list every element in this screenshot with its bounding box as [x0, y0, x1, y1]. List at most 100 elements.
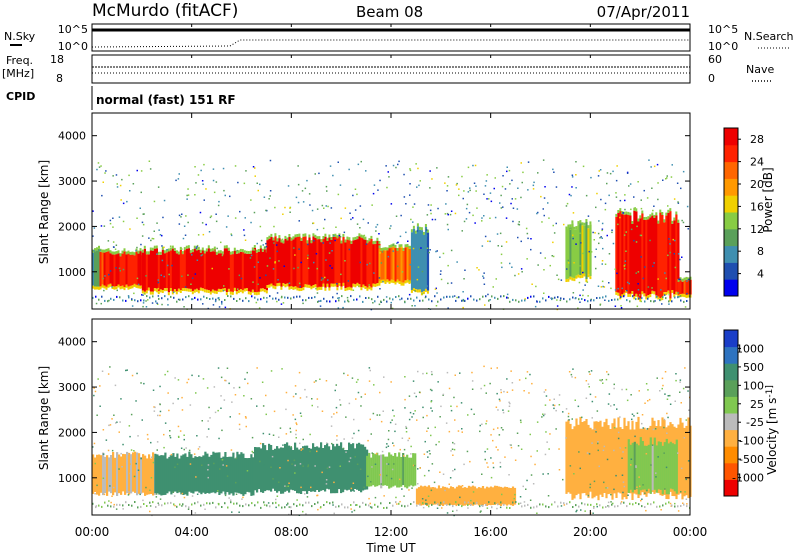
- scatter-point: [368, 380, 371, 382]
- scatter-point: [186, 381, 188, 384]
- scatter-point: [164, 422, 167, 424]
- scatter-edge: [579, 275, 582, 279]
- scatter-point: [669, 251, 671, 254]
- scatter-region-column: [228, 456, 231, 495]
- scatter-edge: [631, 291, 634, 295]
- ground-scatter-point: [365, 503, 367, 506]
- scatter-edge: [665, 212, 668, 216]
- ground-scatter-point: [509, 507, 511, 509]
- scatter-point: [181, 492, 184, 495]
- scatter-point: [93, 394, 95, 397]
- scatter-point: [592, 512, 594, 514]
- scatter-point: [599, 169, 602, 171]
- scatter-region-column: [352, 443, 355, 491]
- ground-scatter-point: [98, 504, 100, 507]
- ground-scatter-point: [425, 295, 427, 298]
- scatter-point: [677, 292, 679, 294]
- ground-scatter-point: [602, 506, 604, 509]
- scatter-point: [638, 476, 640, 478]
- ground-scatter-point: [362, 300, 364, 303]
- scatter-point: [484, 450, 486, 453]
- ground-scatter-point: [602, 296, 604, 299]
- scatter-region-column: [115, 254, 118, 287]
- scatter-point: [247, 382, 249, 385]
- ground-scatter-point: [521, 299, 523, 302]
- scatter-point: [408, 280, 411, 282]
- scatter-region-column: [348, 442, 351, 490]
- scatter-edge: [243, 288, 246, 292]
- scatter-point: [354, 188, 357, 190]
- scatter-point: [233, 387, 235, 389]
- ground-scatter-point: [389, 297, 391, 300]
- scatter-region-column: [406, 454, 409, 489]
- scatter-region-column: [292, 450, 295, 491]
- ground-scatter-point: [197, 298, 199, 301]
- scatter-point: [630, 458, 633, 460]
- scatter-point: [276, 495, 279, 497]
- scatter-edge: [304, 233, 307, 237]
- scatter-point: [681, 256, 683, 258]
- scatter-point: [196, 259, 199, 261]
- scatter-edge: [227, 247, 230, 251]
- scatter-point: [594, 396, 597, 398]
- scatter-point: [378, 277, 381, 279]
- scatter-edge: [92, 285, 94, 289]
- scatter-point: [499, 202, 501, 204]
- scatter-edge: [207, 245, 210, 249]
- scatter-edge: [627, 211, 630, 215]
- scatter-point: [459, 496, 461, 499]
- scatter-point: [684, 491, 686, 493]
- scatter-point: [225, 379, 227, 382]
- scatter-point: [597, 175, 600, 177]
- ground-scatter-point: [158, 297, 160, 300]
- scatter-edge: [195, 247, 198, 251]
- scatter-point: [172, 491, 175, 493]
- scatter-point: [600, 236, 602, 238]
- scatter-edge: [147, 251, 150, 255]
- scatter-edge: [314, 284, 317, 288]
- scatter-edge: [316, 236, 319, 240]
- scatter-region-column: [404, 247, 407, 281]
- scatter-point: [224, 494, 227, 497]
- scatter-edge: [257, 249, 260, 252]
- scatter-point: [234, 394, 237, 396]
- ground-scatter-point: [398, 502, 400, 505]
- scatter-edge: [268, 284, 271, 288]
- scatter-point: [571, 174, 574, 176]
- scatter-point: [642, 427, 644, 429]
- ground-scatter-point: [473, 502, 475, 505]
- scatter-point: [522, 485, 524, 488]
- ground-scatter-point: [416, 296, 418, 299]
- scatter-point: [229, 499, 232, 501]
- ground-scatter-point: [593, 299, 595, 302]
- scatter-point: [142, 294, 144, 296]
- scatter-point: [677, 253, 680, 255]
- scatter-edge: [111, 251, 114, 255]
- scatter-edge: [153, 288, 156, 292]
- ground-scatter-point: [401, 504, 403, 507]
- scatter-point: [582, 165, 585, 168]
- scatter-edge: [96, 286, 98, 290]
- scatter-edge: [386, 247, 389, 251]
- scatter-region-column: [252, 457, 255, 496]
- ground-scatter-point: [686, 505, 688, 508]
- scatter-point: [500, 389, 502, 391]
- scatter-region-column: [105, 251, 108, 287]
- scatter-point: [454, 468, 456, 471]
- scatter-point: [562, 411, 564, 413]
- scatter-point: [647, 400, 649, 402]
- scatter-edge: [390, 244, 393, 248]
- scatter-edge: [348, 237, 351, 241]
- scatter-edge: [296, 234, 299, 237]
- scatter-edge: [378, 282, 381, 286]
- scatter-edge: [589, 276, 592, 280]
- scatter-region-column: [212, 451, 215, 493]
- scatter-edge: [625, 290, 628, 293]
- colorbar-tick-label: 500: [743, 361, 764, 374]
- scatter-point: [438, 441, 440, 443]
- scatter-edge: [352, 283, 355, 287]
- ground-scatter-point: [194, 502, 196, 505]
- scatter-point: [490, 476, 493, 479]
- scatter-region-column: [617, 213, 620, 293]
- scatter-point: [675, 373, 677, 375]
